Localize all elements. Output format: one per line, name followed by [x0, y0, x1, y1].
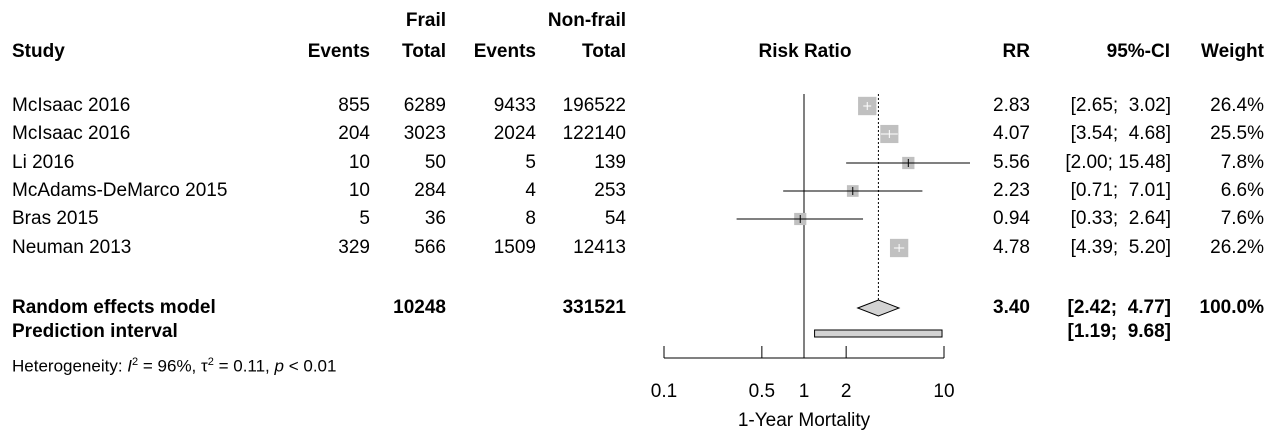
x-tick-label: 1	[798, 381, 810, 402]
events-nonfrail: 4	[525, 180, 536, 201]
total-nonfrail: 12413	[573, 237, 626, 258]
i2-symbol: I	[127, 356, 133, 376]
total-frail: 36	[424, 208, 446, 229]
summary-total1: 10248	[393, 297, 446, 318]
events-frail: 204	[338, 123, 370, 144]
prediction-ci: [1.19; 9.68]	[1067, 321, 1172, 342]
prediction-label: Prediction interval	[12, 321, 178, 342]
total-frail: 6289	[403, 95, 446, 116]
i2-value: = 96%,	[138, 356, 202, 376]
summary-total2: 331521	[562, 297, 626, 318]
summary-ci: [2.42; 4.77]	[1067, 297, 1172, 318]
summary-diamond	[856, 299, 901, 317]
study-name: McAdams-DeMarco 2015	[12, 180, 228, 201]
weight-value: 26.2%	[1210, 237, 1264, 258]
weight-value: 25.5%	[1210, 123, 1264, 144]
rr-value: 2.23	[993, 180, 1030, 201]
total-frail: 50	[424, 152, 446, 173]
weight-value: 6.6%	[1220, 180, 1264, 201]
x-tick-label: 0.1	[650, 381, 678, 402]
rr-value: 0.94	[993, 208, 1030, 229]
events-nonfrail: 1509	[493, 237, 536, 258]
study-name: Neuman 2013	[12, 237, 132, 258]
total2-header: Total	[582, 41, 626, 62]
study-name: McIsaac 2016	[12, 95, 131, 116]
rr-header: RR	[1002, 41, 1030, 62]
x-tick-label: 10	[933, 381, 955, 402]
tau-value: = 0.11,	[213, 356, 275, 376]
group-frail-header: Frail	[405, 10, 446, 31]
total-frail: 3023	[403, 123, 446, 144]
ci-value: [0.33; 2.64]	[1070, 208, 1171, 229]
events-frail: 329	[338, 237, 370, 258]
events-frail: 5	[359, 208, 370, 229]
total-nonfrail: 253	[594, 180, 626, 201]
weight-value: 7.8%	[1220, 152, 1264, 173]
ci-header: 95%-CI	[1106, 41, 1170, 62]
summary-label: Random effects model	[12, 297, 216, 318]
rr-value: 4.07	[993, 123, 1030, 144]
ci-value: [4.39; 5.20]	[1070, 237, 1171, 258]
weight-value: 7.6%	[1220, 208, 1264, 229]
study-name: Bras 2015	[12, 208, 99, 229]
ci-value: [2.65; 3.02]	[1070, 95, 1171, 116]
heterogeneity-text: Heterogeneity: I2 = 96%, τ2 = 0.11, p < …	[12, 351, 336, 378]
events-frail: 855	[338, 95, 370, 116]
total-frail: 284	[414, 180, 446, 201]
summary-rr: 3.40	[993, 297, 1030, 318]
x-tick-label: 2	[840, 381, 852, 402]
heterogeneity-prefix: Heterogeneity:	[12, 356, 128, 376]
rr-value: 4.78	[993, 237, 1030, 258]
events-nonfrail: 8	[525, 208, 536, 229]
total-frail: 566	[414, 237, 446, 258]
events-nonfrail: 2024	[493, 123, 536, 144]
total-nonfrail: 139	[594, 152, 626, 173]
events2-header: Events	[473, 41, 536, 62]
p-value: < 0.01	[283, 356, 337, 376]
i2-superscript: 2	[132, 356, 139, 368]
x-axis-label: 1-Year Mortality	[737, 410, 871, 431]
events-nonfrail: 5	[525, 152, 536, 173]
weight-header: Weight	[1201, 41, 1264, 62]
study-name: McIsaac 2016	[12, 123, 131, 144]
prediction-interval-bar	[814, 329, 943, 338]
ci-value: [2.00; 15.48]	[1065, 152, 1171, 173]
tau-superscript: 2	[207, 356, 214, 368]
weight-value: 26.4%	[1210, 95, 1264, 116]
ci-value: [0.71; 7.01]	[1070, 180, 1171, 201]
study-header: Study	[12, 41, 65, 62]
tau-symbol: τ	[201, 356, 208, 376]
rr-value: 2.83	[993, 95, 1030, 116]
total1-header: Total	[402, 41, 446, 62]
total-nonfrail: 54	[604, 208, 626, 229]
events1-header: Events	[307, 41, 370, 62]
p-symbol: p	[274, 356, 284, 376]
total-nonfrail: 196522	[562, 95, 626, 116]
risk-ratio-header: Risk Ratio	[758, 41, 852, 62]
events-nonfrail: 9433	[493, 95, 536, 116]
summary-weight: 100.0%	[1199, 297, 1264, 318]
events-frail: 10	[348, 180, 370, 201]
x-tick-label: 0.5	[748, 381, 776, 402]
group-nonfrail-header: Non-frail	[547, 10, 626, 31]
total-nonfrail: 122140	[562, 123, 626, 144]
ci-value: [3.54; 4.68]	[1070, 123, 1171, 144]
rr-value: 5.56	[993, 152, 1030, 173]
events-frail: 10	[348, 152, 370, 173]
study-name: Li 2016	[12, 152, 75, 173]
